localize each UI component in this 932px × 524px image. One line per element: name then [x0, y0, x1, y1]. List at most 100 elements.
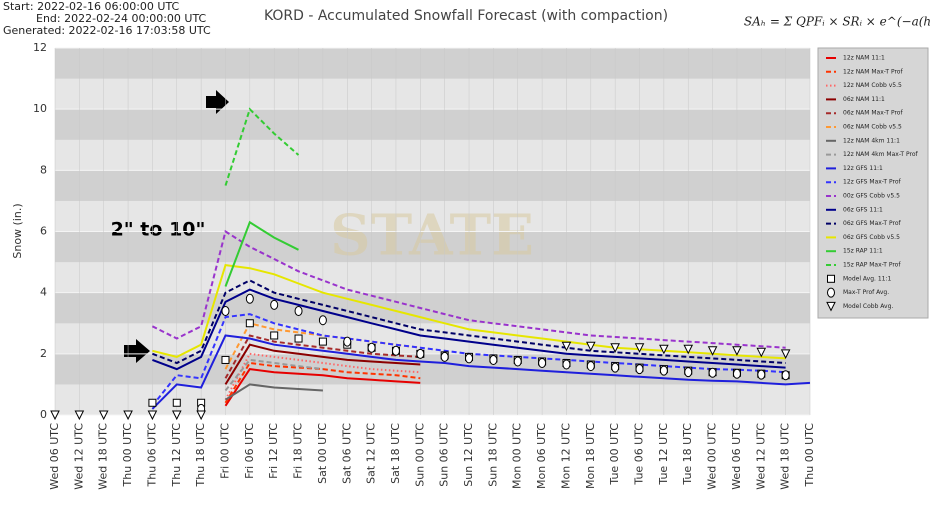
- x-tick-label: Thu 00 UTC: [803, 423, 816, 488]
- band: [55, 139, 810, 171]
- y-tick-label: 4: [40, 286, 47, 299]
- triangle-marker: [780, 349, 791, 359]
- x-tick-label: Thu 06 UTC: [145, 423, 158, 488]
- band: [55, 384, 810, 415]
- triangle-marker: [634, 343, 645, 353]
- circle-marker: [611, 362, 620, 373]
- header-generated: Generated: 2022-02-16 17:03:58 UTC: [3, 24, 211, 37]
- square-marker: [148, 398, 157, 407]
- square-marker: [318, 337, 327, 346]
- circle-marker: [367, 342, 376, 353]
- series-line: [152, 288, 786, 371]
- triangle-marker: [826, 301, 836, 312]
- series-line: [152, 264, 786, 360]
- band: [55, 200, 810, 232]
- circle-marker: [465, 353, 474, 364]
- circle-marker: [708, 367, 717, 378]
- legend-box: [817, 47, 929, 319]
- circle-marker: [513, 356, 522, 367]
- legend-label: 00z GFS Cobb v5.5: [843, 193, 900, 200]
- x-tick-label: Sun 12 UTC: [462, 423, 475, 487]
- square-marker: [294, 334, 303, 343]
- legend-label: 12z NAM 4km 11:1: [843, 137, 900, 144]
- triangle-marker: [147, 410, 158, 421]
- legend-label: 06z GFS 11:1: [843, 206, 883, 213]
- triangle-marker: [196, 410, 206, 421]
- x-tick-label: Mon 18 UTC: [584, 423, 597, 489]
- x-tick-label: Wed 00 UTC: [706, 423, 719, 490]
- x-tick-label: Wed 18 UTC: [97, 423, 110, 490]
- x-tick-label: Mon 06 UTC: [535, 423, 548, 489]
- triangle-marker: [585, 341, 596, 352]
- x-tick-label: Sat 06 UTC: [340, 423, 353, 484]
- x-tick-label: Sun 00 UTC: [413, 423, 426, 487]
- header-end: End: 2022-02-24 00:00:00 UTC: [36, 12, 207, 25]
- x-tick-label: Thu 18 UTC: [194, 423, 207, 488]
- triangle-marker: [683, 344, 694, 355]
- circle-marker: [586, 361, 595, 372]
- square-marker: [270, 331, 279, 340]
- square-marker: [827, 274, 835, 283]
- series-line: [224, 220, 299, 287]
- band: [55, 231, 810, 263]
- series-line: [224, 383, 323, 401]
- triangle-marker: [50, 410, 60, 421]
- x-tick-label: Fri 00 UTC: [218, 423, 231, 479]
- triangle-marker: [707, 346, 718, 356]
- series-line: [224, 368, 421, 407]
- x-tick-label: Wed 12 UTC: [72, 423, 85, 490]
- band: [55, 109, 810, 140]
- circle-marker: [781, 370, 790, 381]
- chart-title: KORD - Accumulated Snowfall Forecast (wi…: [264, 8, 668, 24]
- band: [55, 48, 810, 79]
- circle-marker: [221, 306, 230, 317]
- x-tick-label: Sat 18 UTC: [389, 423, 402, 484]
- circle-marker: [827, 287, 835, 298]
- legend-label: 06z GFS Max-T Prof: [843, 220, 902, 227]
- x-tick-label: Sat 12 UTC: [365, 423, 378, 484]
- x-tick-label: Sat 00 UTC: [316, 423, 329, 484]
- triangle-marker: [610, 343, 620, 353]
- legend-label: 12z NAM Max-T Prof: [843, 68, 903, 75]
- triangle-marker: [98, 410, 109, 421]
- x-tick-label: Wed 18 UTC: [779, 423, 792, 490]
- circle-marker: [538, 358, 547, 369]
- x-tick-label: Fri 18 UTC: [292, 423, 305, 479]
- circle-marker: [391, 345, 400, 356]
- triangle-marker: [732, 346, 742, 356]
- arrow: [206, 90, 229, 114]
- legend-label: 12z GFS Max-T Prof: [843, 179, 902, 186]
- square-marker: [172, 398, 181, 407]
- legend-label: 15z RAP Max-T Prof: [843, 262, 901, 269]
- circle-marker: [659, 365, 668, 376]
- x-tick-label: Mon 00 UTC: [511, 423, 524, 489]
- y-axis-label: Snow (in.): [11, 203, 24, 258]
- circle-marker: [440, 351, 449, 362]
- series-line: [224, 352, 421, 401]
- series-line: [151, 334, 811, 410]
- circle-marker: [245, 293, 254, 304]
- legend-label: Max-T Prof Avg.: [843, 289, 889, 296]
- circle-marker: [684, 367, 693, 378]
- y-tick-label: 6: [40, 225, 47, 238]
- formula: SAₕ = Σ QPFᵢ × SRᵢ × e^(−a(h−i)^½): [744, 15, 932, 29]
- triangle-marker: [171, 410, 182, 421]
- square-marker: [221, 355, 230, 364]
- arrow: [124, 339, 150, 363]
- y-tick-label: 2: [40, 347, 47, 360]
- circle-marker: [562, 359, 571, 370]
- x-tick-label: Fri 06 UTC: [243, 423, 256, 479]
- circle-marker: [343, 336, 352, 347]
- circle-marker: [635, 364, 644, 375]
- series-line: [152, 279, 786, 365]
- band: [55, 292, 810, 324]
- triangle-marker: [74, 410, 85, 421]
- legend-label: 12z NAM 4km Max-T Prof: [843, 151, 919, 158]
- circle-marker: [489, 354, 498, 365]
- legend-label: 06z NAM Cobb v5.5: [843, 124, 902, 131]
- y-tick-label: 8: [40, 163, 47, 176]
- x-tick-label: Tue 00 UTC: [608, 423, 621, 486]
- x-tick-label: Tue 18 UTC: [681, 423, 694, 486]
- header-start: Start: 2022-02-16 06:00:00 UTC: [3, 0, 180, 13]
